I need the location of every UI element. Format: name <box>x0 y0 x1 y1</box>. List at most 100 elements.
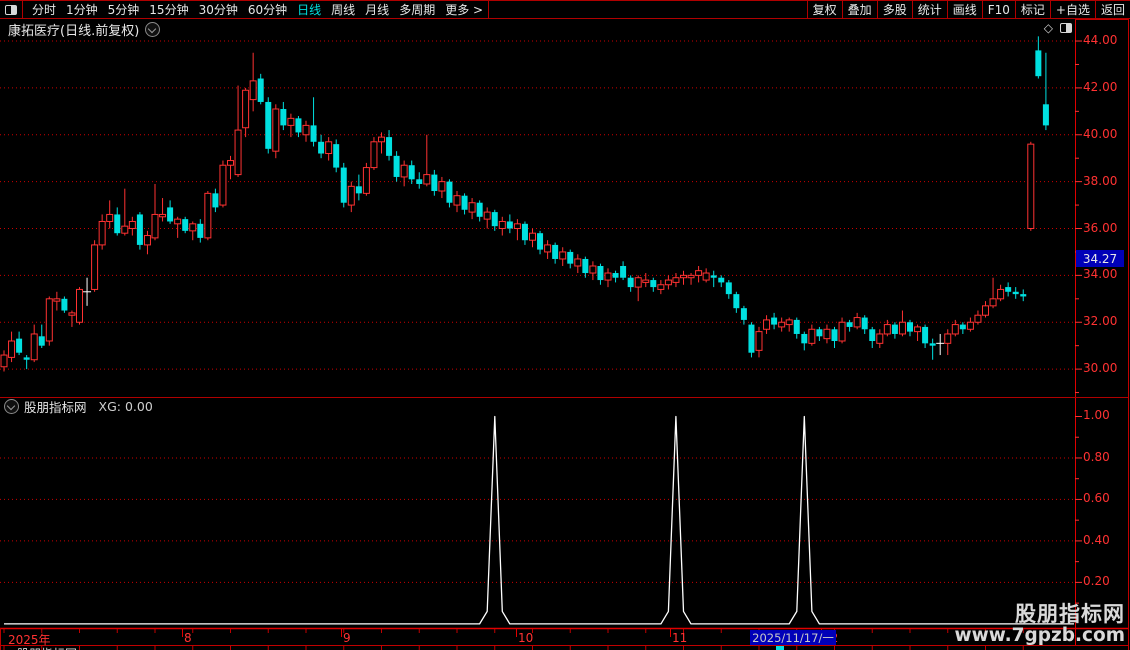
candle-body-down <box>265 101 272 149</box>
candle-body-down <box>710 275 717 278</box>
candle-body-down <box>340 167 347 203</box>
candle-body-up <box>589 265 597 274</box>
candle-body-up <box>982 305 989 316</box>
candle-body-up <box>121 225 129 234</box>
toolbar-period-30分钟[interactable]: 30分钟 <box>198 3 238 17</box>
toolbar-tool-F10[interactable]: F10 <box>981 1 1015 18</box>
candle-body-up <box>898 321 906 335</box>
toolbar-tool-复权[interactable]: 复权 <box>806 1 842 18</box>
toolbar-period-月线[interactable]: 月线 <box>365 3 390 17</box>
indicator-chevron-down-icon[interactable] <box>4 399 19 414</box>
candle-body-up <box>76 288 83 323</box>
candle-body-down <box>167 207 174 222</box>
candle-body-up <box>634 277 642 288</box>
toolbar-tool-+自选[interactable]: +自选 <box>1049 1 1095 18</box>
candle-body-up <box>672 277 680 283</box>
xg-indicator-line <box>4 415 1074 625</box>
period-menu: 分时 1分钟 5分钟 15分钟 30分钟 60分钟 日线 周线 月线 多周期 更多 > <box>23 1 490 18</box>
candle-body-up <box>151 213 159 239</box>
toolbar-period-更多 >[interactable]: 更多 > <box>445 3 484 17</box>
candle-body-up <box>823 328 831 340</box>
candle-body-up <box>227 160 234 166</box>
candle-body-down <box>280 108 287 126</box>
candle-body-up <box>362 167 370 194</box>
candle-body-up <box>989 298 997 307</box>
watermark-url: www.7gpzb.com <box>954 625 1125 646</box>
candle-body-up <box>680 274 687 279</box>
price-tick-label: 40.00 <box>1083 126 1118 141</box>
month-label: 9 <box>343 631 351 645</box>
candle-body-up <box>483 211 491 220</box>
candle-body-down <box>114 214 121 234</box>
candle-body-down <box>393 155 400 177</box>
price-tick-label: 34.00 <box>1083 267 1118 282</box>
toolbar-period-日线[interactable]: 日线 <box>297 3 322 17</box>
candle-body-down <box>733 294 740 309</box>
candle-body-down <box>182 219 189 231</box>
toolbar-tool-叠加[interactable]: 叠加 <box>841 1 877 18</box>
candle-body-up <box>242 89 250 129</box>
candle-body-down <box>521 223 528 241</box>
price-tick-label: 36.00 <box>1083 220 1118 235</box>
candle-body-up <box>687 274 695 279</box>
toolbar-period-分时[interactable]: 分时 <box>32 3 57 17</box>
candle-body-down <box>537 233 544 250</box>
candle-body-up <box>272 108 280 152</box>
candle-body-down <box>552 244 559 259</box>
candle-body-down <box>801 333 808 344</box>
candle-body-up <box>219 164 227 206</box>
toolbar-period-多周期[interactable]: 多周期 <box>399 3 436 17</box>
candle-body-up <box>45 298 53 342</box>
candle-body-down <box>1035 50 1042 77</box>
indicator-tick-label: 0.60 <box>1083 491 1110 506</box>
candle-body-down <box>197 223 204 238</box>
indicator-tick-label: 1.00 <box>1083 408 1110 423</box>
candle-body-up <box>755 331 763 351</box>
candle-body-up <box>974 314 982 323</box>
candle-body-up <box>347 185 355 206</box>
candle-body-up <box>785 319 793 326</box>
toolbar-period-15分钟[interactable]: 15分钟 <box>149 3 189 17</box>
candle-body-up <box>143 235 151 246</box>
toolbar-tool-多股[interactable]: 多股 <box>876 1 912 18</box>
candle-body-down <box>891 324 898 334</box>
candle-body-up <box>574 258 582 267</box>
candle-body-down <box>476 202 483 217</box>
layout-split-button[interactable] <box>0 1 23 18</box>
toolbar-tool-统计[interactable]: 统计 <box>911 1 947 18</box>
candle-body-down <box>597 266 604 281</box>
toolbar-period-5分钟[interactable]: 5分钟 <box>107 3 140 17</box>
candle-body-up <box>370 141 378 169</box>
candle-body-up <box>838 321 846 342</box>
indicator-tick-label: 0.80 <box>1083 449 1110 464</box>
candle-body-down <box>446 181 453 203</box>
toolbar-period-周线[interactable]: 周线 <box>331 3 356 17</box>
candle-body-down <box>416 179 423 184</box>
candle-body-down <box>748 324 755 353</box>
toolbar-tool-返回[interactable]: 返回 <box>1094 1 1130 18</box>
indicator-tick-label: 0.40 <box>1083 532 1110 547</box>
candle-body-down <box>386 137 393 156</box>
candle-body-down <box>257 78 264 102</box>
toolbar-period-1分钟[interactable]: 1分钟 <box>66 3 98 17</box>
candle-body-down <box>725 282 732 295</box>
toolbar-tool-画线[interactable]: 画线 <box>946 1 982 18</box>
watermark: 股朋指标网 www.7gpzb.com <box>955 603 1125 647</box>
candle-body-up <box>204 192 212 239</box>
toolbar-period-60分钟[interactable]: 60分钟 <box>247 3 288 17</box>
month-label: 2025年 <box>8 633 51 647</box>
toolbar-tool-标记[interactable]: 标记 <box>1014 1 1050 18</box>
candle-body-up <box>8 340 16 358</box>
crosshair-price-label: 34.27 <box>1076 250 1124 267</box>
candle-body-up <box>423 174 431 185</box>
candle-body-down <box>831 329 838 341</box>
candle-body-down <box>1020 294 1027 297</box>
tools-menu: 复权 叠加 多股 统计 画线 F10 标记 +自选 返回 <box>806 1 1130 18</box>
candle-body-down <box>650 280 657 288</box>
month-label: 10 <box>518 631 534 645</box>
indicator-tick-label: 0.20 <box>1083 574 1110 589</box>
candle-body-down <box>567 251 574 264</box>
indicator-value: XG: 0.00 <box>98 399 153 414</box>
candle-body-up <box>438 181 446 192</box>
